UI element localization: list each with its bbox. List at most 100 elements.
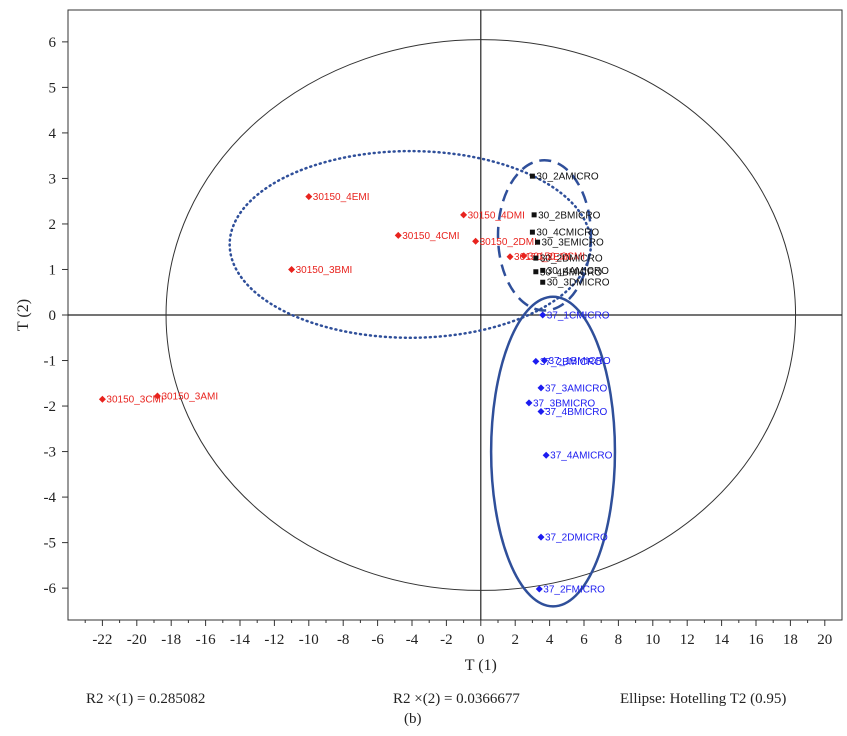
x-tick-label: 16 — [749, 632, 765, 648]
data-label: 37_3BMICRO — [533, 398, 595, 409]
x-tick-label: -22 — [92, 632, 112, 648]
x-tick-label: -6 — [371, 632, 384, 648]
data-point — [535, 239, 541, 245]
x-tick-label: -2 — [440, 632, 453, 648]
x-tick-label: 18 — [783, 632, 798, 648]
data-label: 30_4CMICRO — [536, 228, 599, 239]
data-point — [539, 311, 547, 319]
data-point — [533, 269, 539, 275]
ellipse-caption: Ellipse: Hotelling T2 (0.95) — [620, 691, 787, 707]
data-point — [531, 212, 537, 218]
data-label: 37_4BMICRO — [545, 407, 607, 418]
x-tick-label: 2 — [511, 632, 519, 648]
data-point — [394, 231, 402, 239]
data-label: 37_3AMICRO — [545, 383, 607, 394]
data-point — [537, 533, 545, 541]
data-label: 37_2DMICRO — [545, 533, 608, 544]
y-tick-label: -3 — [44, 445, 57, 461]
y-tick-label: -4 — [44, 490, 57, 506]
x-tick-label: 0 — [477, 632, 485, 648]
x-tick-label: 6 — [580, 632, 588, 648]
data-point — [460, 211, 468, 219]
data-label: 37_4AMICRO — [550, 451, 612, 462]
data-point — [533, 255, 539, 261]
ellipses — [165, 39, 797, 608]
data-label: 30150_3CMI — [106, 395, 163, 406]
data-label: 30150_2DMI — [480, 237, 537, 248]
x-tick-label: 4 — [546, 632, 554, 648]
data-label: 30150_3AMI — [161, 392, 218, 403]
data-point — [529, 173, 535, 179]
data-label: 30_2BMICRO — [538, 210, 600, 221]
data-point — [542, 451, 550, 459]
data-label: 30150_2EMI — [514, 252, 571, 263]
x-tick-label: -20 — [127, 632, 147, 648]
x-tick-label: -14 — [230, 632, 250, 648]
axes: -22 -20 -18 -16 -14 -12 -10 -8 -6 -4 -2 0 2 4 6 8 10 12 14… — [44, 9, 843, 648]
data-point — [153, 392, 161, 400]
data-label: 37_2FMICRO — [543, 585, 605, 596]
data-label: 30150_2CMI — [528, 251, 585, 262]
y-tick-label: -5 — [44, 536, 57, 552]
data-point — [529, 229, 535, 235]
figure-label: (b) — [404, 711, 422, 727]
data-label: 37_1BMICRO — [548, 356, 610, 367]
data-label: 30_4AMICRO — [547, 266, 609, 277]
y-tick-label: 5 — [49, 80, 57, 96]
data-point — [305, 193, 313, 201]
y-tick-label: 4 — [49, 126, 57, 142]
x-tick-label: 10 — [645, 632, 660, 648]
data-point — [535, 585, 543, 593]
y-tick-label: 6 — [49, 35, 57, 51]
data-point — [537, 408, 545, 416]
data-label: 37_2BMICRO — [540, 357, 602, 368]
data-point — [540, 267, 546, 273]
x-tick-label: -12 — [264, 632, 284, 648]
data-point — [537, 384, 545, 392]
data-label: 30_4BMICRO — [540, 267, 602, 278]
x-tick-label: 14 — [714, 632, 730, 648]
data-point — [472, 237, 480, 245]
data-point — [540, 357, 548, 365]
hotelling-ellipse — [165, 39, 797, 591]
y-tick-label: -1 — [44, 354, 57, 370]
data-label: 30_2AMICRO — [536, 172, 598, 183]
data-point — [540, 279, 546, 285]
x-axis-title: T (1) — [465, 657, 497, 674]
x-tick-label: 12 — [680, 632, 695, 648]
y-axis-title: T (2) — [15, 299, 32, 331]
x-tick-label: 20 — [817, 632, 832, 648]
data-point — [532, 357, 540, 365]
data-point — [506, 253, 514, 261]
data-label: 30_2DMICRO — [540, 254, 603, 265]
data-label: 30_3DMICRO — [547, 278, 610, 289]
data-point — [525, 399, 533, 407]
y-tick-label: 0 — [49, 308, 57, 324]
x-tick-label: -18 — [161, 632, 181, 648]
y-tick-label: -2 — [44, 399, 57, 415]
data-point — [98, 395, 106, 403]
data-label: 30150_4DMI — [468, 210, 525, 221]
data-label: 30150_4CMI — [402, 231, 459, 242]
data-label: 30_3EMICRO — [542, 238, 604, 249]
cluster-ellipse — [496, 158, 593, 312]
r2x1-value: R2 ×(1) = 0.285082 — [86, 691, 206, 707]
y-tick-label: 2 — [49, 217, 57, 233]
y-tick-label: -6 — [44, 581, 57, 597]
data-label: 30150_4EMI — [313, 192, 370, 203]
data-point — [520, 252, 528, 260]
x-tick-label: -4 — [406, 632, 419, 648]
x-tick-label: -16 — [196, 632, 216, 648]
y-tick-label: 1 — [49, 262, 57, 278]
x-tick-label: -10 — [299, 632, 319, 648]
cluster-ellipse — [489, 295, 617, 608]
y-tick-label: 3 — [49, 171, 57, 187]
data-label: 37_1CMICRO — [547, 311, 610, 322]
r2x2-value: R2 ×(2) = 0.0366677 — [393, 691, 520, 707]
data-point — [288, 265, 296, 273]
data-label: 30150_3BMI — [296, 265, 353, 276]
x-tick-label: 8 — [615, 632, 623, 648]
x-tick-label: -8 — [337, 632, 350, 648]
points: 30150_4EMI 30150_4DMI 30150_4CMI 30150_2DMI… — [98, 172, 613, 596]
